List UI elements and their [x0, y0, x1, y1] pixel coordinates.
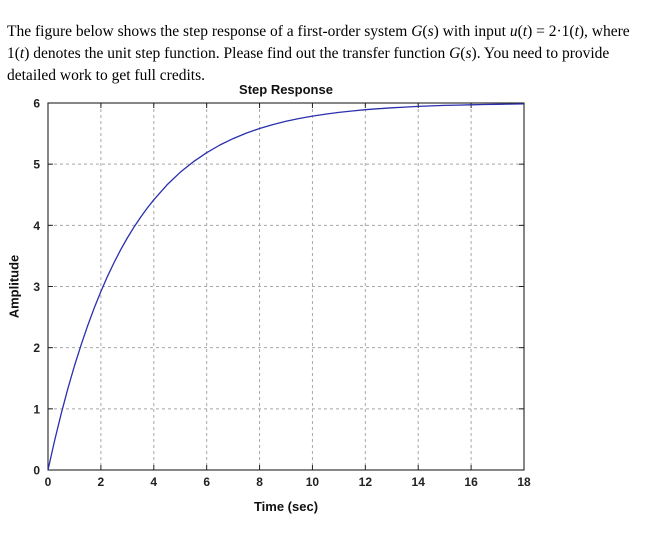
y-tick-label: 3 [33, 280, 40, 294]
x-tick-label: 2 [98, 475, 105, 489]
x-tick-label: 16 [464, 475, 478, 489]
y-axis-label: Amplitude [6, 254, 22, 319]
chart-title: Step Response [239, 82, 333, 97]
x-tick-label: 8 [256, 475, 263, 489]
y-tick-label: 5 [33, 158, 40, 172]
y-tick-label: 2 [33, 341, 40, 355]
x-tick-label: 0 [45, 475, 52, 489]
y-tick-label: 0 [33, 464, 40, 478]
x-tick-label: 6 [203, 475, 210, 489]
x-tick-label: 12 [359, 475, 373, 489]
question-text: The figure below shows the step response… [7, 22, 630, 85]
step-response-curve [47, 103, 525, 471]
x-tick-label: 18 [517, 475, 531, 489]
y-tick-label: 1 [33, 402, 40, 416]
x-tick-label: 14 [412, 475, 426, 489]
y-tick-label: 6 [33, 97, 40, 111]
x-tick-label: 4 [150, 475, 157, 489]
y-tick-label: 4 [33, 219, 40, 233]
x-tick-label: 10 [306, 475, 320, 489]
x-axis-label: Time (sec) [253, 499, 319, 514]
